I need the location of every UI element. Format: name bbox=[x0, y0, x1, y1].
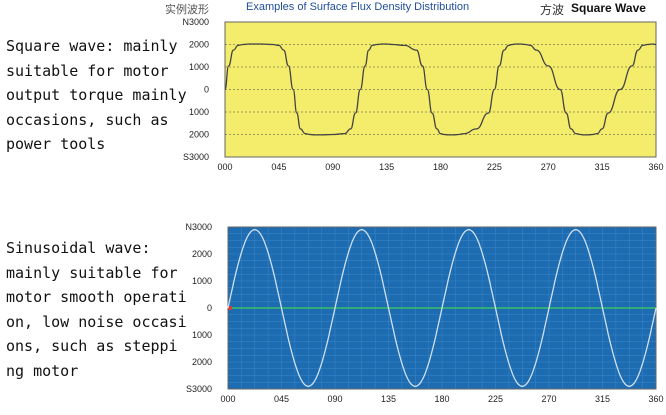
y-tick-label: 1000 bbox=[192, 276, 212, 286]
description-line: occasions, such as bbox=[6, 110, 169, 129]
x-tick-label: 225 bbox=[487, 162, 502, 172]
x-tick-label: 270 bbox=[541, 394, 556, 404]
x-tick-label: 135 bbox=[379, 162, 394, 172]
x-tick-label: 225 bbox=[488, 394, 503, 404]
plot-area bbox=[224, 21, 657, 158]
sine-wave-chart: 000 045 090 135 180 225 270 315 360 N3000 2000 1000… bbox=[185, 222, 663, 404]
x-tick-label: 045 bbox=[271, 162, 286, 172]
description-line: Sinusoidal wave: bbox=[6, 239, 151, 257]
description-line: mainly suitable for bbox=[6, 263, 178, 282]
x-tick-label: 315 bbox=[595, 162, 610, 172]
y-tick-label: N3000 bbox=[185, 222, 212, 232]
x-tick-label: 270 bbox=[541, 162, 556, 172]
description-line: suitable for motor bbox=[6, 61, 169, 80]
origin-marker bbox=[228, 306, 232, 310]
x-tick-label: 090 bbox=[325, 162, 340, 172]
y-tick-label: S3000 bbox=[183, 152, 209, 162]
y-tick-label: 1000 bbox=[189, 107, 209, 117]
series-line bbox=[227, 229, 657, 387]
y-tick-label: 2000 bbox=[192, 357, 212, 367]
y-tick-label: 1000 bbox=[189, 62, 209, 72]
x-tick-label: 000 bbox=[217, 162, 232, 172]
square-wave-description: Square wave: mainly suitable for motor o… bbox=[6, 34, 187, 157]
y-tick-label: 0 bbox=[204, 85, 209, 95]
y-tick-label: 2000 bbox=[189, 130, 209, 140]
x-tick-label: 135 bbox=[381, 394, 396, 404]
description-line: on, low noise occasi bbox=[6, 312, 187, 331]
x-tick-label: 090 bbox=[327, 394, 342, 404]
y-tick-label: 2000 bbox=[189, 40, 209, 50]
y-tick-label: 1000 bbox=[192, 330, 212, 340]
x-tick-label: 045 bbox=[274, 394, 289, 404]
description-line: power tools bbox=[6, 135, 106, 153]
square-wave-chart: 000 045 090 135 180 225 270 315 360 N3000 2000 1000… bbox=[182, 17, 663, 172]
x-tick-label: 180 bbox=[434, 394, 449, 404]
x-tick-label: 000 bbox=[220, 394, 235, 404]
y-tick-label: S3000 bbox=[186, 384, 212, 394]
sine-wave-description: Sinusoidal wave: mainly suitable for mot… bbox=[6, 236, 187, 383]
description-line: ons, such as steppi bbox=[6, 337, 178, 355]
x-tick-label: 315 bbox=[595, 394, 610, 404]
x-tick-label: 360 bbox=[648, 162, 663, 172]
header-chinese-wave-label: 方波 bbox=[540, 3, 565, 17]
description-line: Square wave: mainly bbox=[6, 37, 178, 55]
header-title: Examples of Surface Flux Density Distrib… bbox=[246, 1, 470, 13]
y-tick-label: 2000 bbox=[192, 249, 212, 259]
series-line bbox=[224, 43, 657, 136]
description-line: motor smooth operati bbox=[6, 288, 187, 306]
y-tick-label: 0 bbox=[207, 303, 212, 313]
header-chinese-label: 实例波形 bbox=[165, 3, 209, 16]
description-line: ng motor bbox=[6, 361, 79, 380]
header-wave-name: Square Wave bbox=[571, 1, 646, 15]
description-line: output torque mainly bbox=[6, 86, 187, 104]
y-tick-label: N3000 bbox=[182, 17, 209, 27]
x-tick-label: 360 bbox=[648, 394, 663, 404]
x-tick-label: 180 bbox=[433, 162, 448, 172]
